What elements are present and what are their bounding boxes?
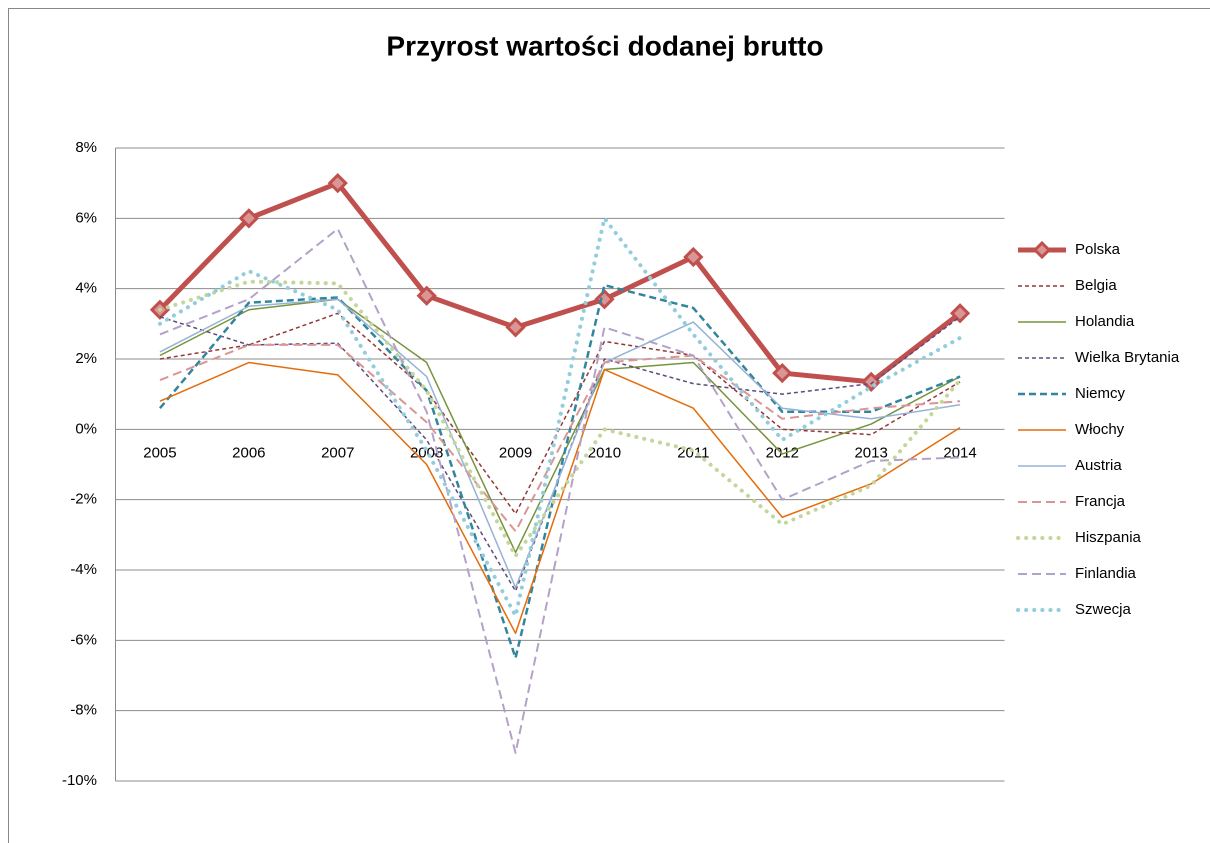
legend-label: Niemcy (1075, 385, 1126, 402)
legend-marker (1032, 240, 1052, 260)
x-tick-label: 2013 (854, 444, 887, 461)
legend-label: Austria (1075, 457, 1122, 474)
legend-label: Finlandia (1075, 565, 1137, 582)
series-line (157, 279, 963, 558)
y-tick-label: -2% (70, 491, 97, 508)
series-line (159, 298, 961, 554)
legend-label: Hiszpania (1075, 529, 1142, 546)
y-tick-label: 6% (75, 209, 97, 226)
legend-label: Włochy (1075, 421, 1125, 438)
x-tick-label: 2014 (943, 444, 976, 461)
y-tick-label: 2% (75, 350, 97, 367)
x-tick-label: 2010 (588, 444, 621, 461)
point-marker (505, 317, 526, 338)
series-line (159, 361, 961, 635)
x-tick-label: 2007 (321, 444, 354, 461)
point-marker (683, 246, 704, 268)
series-line (158, 180, 962, 385)
x-tick-label: 2009 (499, 444, 532, 461)
point-marker (327, 173, 348, 194)
x-tick-label: 2005 (143, 444, 176, 461)
y-tick-label: -8% (70, 702, 97, 719)
series-line (159, 227, 961, 754)
legend-label: Szwecja (1075, 601, 1132, 618)
point-marker (594, 289, 615, 310)
x-tick-label: 2012 (766, 444, 799, 461)
series-line (159, 298, 961, 589)
x-tick-label: 2006 (232, 444, 265, 461)
series-line (158, 283, 961, 660)
chart-frame (8, 8, 1210, 843)
point-marker (949, 303, 971, 324)
legend-label: Francja (1075, 493, 1126, 510)
y-tick-label: 0% (75, 420, 97, 437)
y-tick-label: 4% (75, 280, 97, 297)
point-marker (416, 285, 437, 306)
y-tick-label: -6% (70, 631, 97, 648)
legend-label: Belgia (1075, 277, 1117, 294)
legend-label: Holandia (1075, 313, 1135, 330)
y-tick-label: 8% (75, 139, 97, 156)
legend-label: Wielka Brytania (1075, 349, 1180, 366)
series-line (157, 216, 963, 618)
legend-label: Polska (1075, 241, 1121, 258)
point-marker (772, 362, 793, 384)
y-tick-label: -4% (70, 561, 97, 578)
series-line (159, 312, 961, 515)
point-marker (238, 208, 259, 229)
chart-title: Przyrost wartości dodanej brutto (386, 30, 823, 61)
y-tick-label: -10% (62, 772, 97, 789)
series-line (159, 316, 961, 592)
